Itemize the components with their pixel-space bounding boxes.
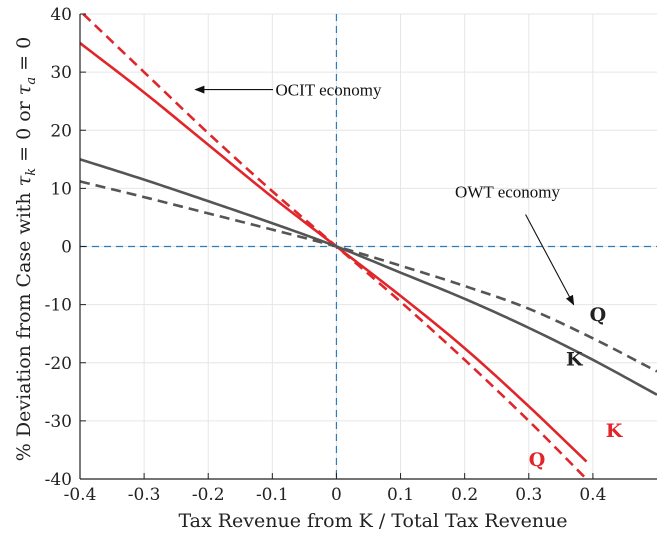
series-labels: Q K K Q	[529, 304, 624, 471]
x-tick-label-7: 0.3	[515, 485, 542, 505]
series-line-owt-k	[79, 158, 657, 396]
x-tick-label-0: -0.4	[64, 485, 97, 505]
label-ocit-k: K	[606, 420, 624, 442]
y-tick-label-2: -20	[45, 354, 72, 374]
series-group	[79, 13, 657, 480]
y-tick-label-1: -30	[45, 412, 72, 432]
y-tick-label-4: 0	[61, 238, 72, 258]
owt-annotation-arrow	[525, 214, 575, 306]
tick-labels: -0.4 -0.3 -0.2 -0.1 0 0.1 0.2 0.3 0.4 -40 -30 -20 -1…	[45, 5, 607, 505]
owt-annotation-text: OWT economy	[455, 182, 560, 201]
ocit-annotation-text: OCIT economy	[276, 81, 382, 100]
y-tick-label-8: 40	[50, 5, 72, 25]
y-tick-label-5: 10	[50, 179, 72, 199]
series-line-owt-q	[79, 180, 657, 373]
x-tick-label-4: 0	[331, 485, 342, 505]
x-tick-label-8: 0.4	[579, 485, 606, 505]
y-axis-label: % Deviation from Case with τk = 0 or τa …	[13, 37, 39, 461]
label-owt-k: K	[566, 349, 584, 371]
y-tick-label-3: -10	[45, 296, 72, 316]
label-owt-q: Q	[590, 304, 607, 326]
y-tick-label-0: -40	[45, 470, 72, 490]
x-tick-label-3: -0.1	[256, 485, 289, 505]
annotations: OCIT economy OWT economy	[194, 81, 575, 306]
label-ocit-q: Q	[529, 449, 546, 471]
x-tick-label-5: 0.1	[387, 485, 414, 505]
x-tick-label-2: -0.2	[192, 485, 225, 505]
y-tick-label-6: 20	[50, 121, 72, 141]
x-tick-label-1: -0.3	[128, 485, 161, 505]
series-line-ocit-k	[79, 42, 588, 463]
y-tick-label-7: 30	[50, 63, 72, 83]
axes-frame	[79, 13, 657, 480]
x-axis-label: Tax Revenue from K / Total Tax Revenue	[178, 510, 567, 532]
x-tick-label-6: 0.2	[451, 485, 478, 505]
